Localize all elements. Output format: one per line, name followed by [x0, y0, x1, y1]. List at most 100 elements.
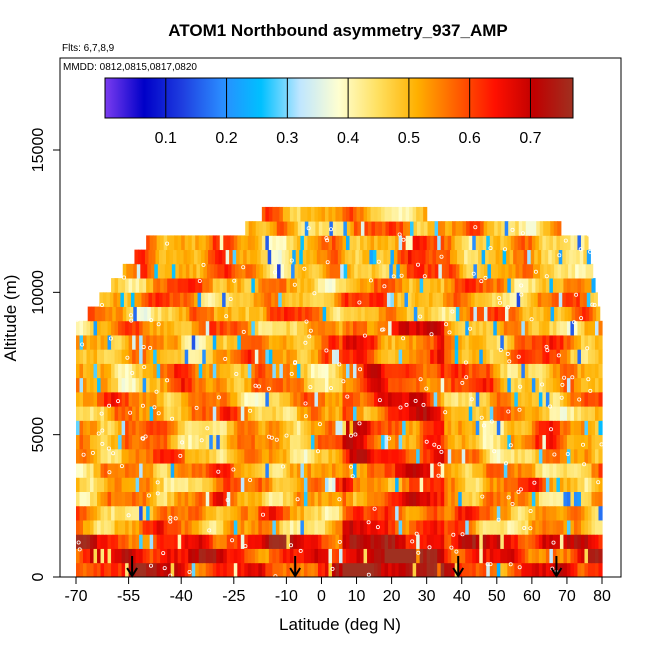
heatmap-cell	[237, 548, 242, 564]
heatmap-cell	[591, 548, 596, 564]
heatmap-cell	[232, 249, 237, 265]
heatmap-cell	[419, 377, 424, 393]
heatmap-cell	[363, 391, 368, 407]
heatmap-cell	[286, 320, 291, 336]
heatmap-cell	[156, 520, 161, 535]
heatmap-cell	[531, 278, 536, 293]
heatmap-cell	[461, 520, 466, 535]
sample-marker	[173, 516, 178, 521]
heatmap-cell	[483, 263, 489, 279]
heatmap-cell	[268, 520, 273, 535]
heatmap-cell	[272, 235, 277, 251]
heatmap-cell	[93, 335, 98, 350]
heatmap-cell	[552, 548, 558, 564]
heatmap-cell	[198, 562, 203, 577]
sample-marker	[518, 487, 523, 492]
heatmap-cell	[535, 335, 540, 350]
heatmap-cell	[580, 491, 586, 507]
heatmap-cell	[584, 335, 589, 350]
heatmap-cell	[83, 562, 88, 577]
heatmap-cell	[328, 363, 333, 379]
sample-marker	[432, 442, 437, 447]
sample-marker	[148, 563, 153, 568]
heatmap-cell	[135, 377, 140, 393]
heatmap-cell	[388, 320, 393, 336]
heatmap-cell	[135, 448, 140, 464]
heatmap-cell	[139, 320, 144, 336]
heatmap-cell	[184, 349, 189, 364]
heatmap-cell	[419, 491, 424, 507]
sample-marker	[125, 355, 130, 360]
heatmap-cell	[434, 221, 439, 236]
heatmap-cell	[475, 235, 480, 251]
heatmap-cell	[507, 448, 512, 464]
heatmap-cell	[524, 548, 529, 564]
heatmap-cell	[529, 221, 534, 236]
heatmap-cell	[97, 520, 102, 535]
sample-marker	[162, 566, 167, 571]
heatmap-cell	[282, 320, 287, 336]
heatmap-cell	[542, 391, 547, 407]
heatmap-cell	[307, 206, 312, 222]
heatmap-cell	[114, 548, 119, 564]
heatmap-cell	[339, 206, 344, 222]
heatmap-cell	[503, 278, 508, 293]
heatmap-cell	[296, 448, 302, 464]
heatmap-cell	[580, 377, 586, 393]
heatmap-cell	[475, 520, 480, 535]
heatmap-cell	[254, 548, 259, 564]
heatmap-cell	[325, 221, 330, 236]
heatmap-cell	[265, 434, 270, 450]
heatmap-cell	[458, 548, 463, 564]
heatmap-cell	[370, 235, 375, 251]
heatmap-cell	[256, 306, 261, 322]
heatmap-cell	[331, 505, 337, 521]
heatmap-cell	[309, 249, 314, 265]
heatmap-cell	[468, 406, 473, 421]
heatmap-cell	[97, 320, 102, 336]
heatmap-cell	[584, 377, 589, 393]
heatmap-cell	[315, 263, 320, 279]
heatmap	[76, 206, 603, 577]
heatmap-cell	[174, 534, 179, 549]
heatmap-cell	[324, 377, 330, 393]
heatmap-cell	[205, 491, 210, 507]
heatmap-cell	[279, 320, 284, 336]
heatmap-cell	[360, 335, 365, 350]
heatmap-cell	[577, 534, 582, 549]
heatmap-cell	[240, 448, 245, 464]
heatmap-cell	[118, 534, 123, 549]
heatmap-cell	[245, 221, 250, 236]
heatmap-cell	[258, 463, 263, 478]
heatmap-cell	[216, 448, 221, 464]
heatmap-cell	[591, 434, 596, 450]
heatmap-cell	[289, 448, 295, 464]
heatmap-cell	[258, 548, 263, 564]
sample-marker	[502, 247, 507, 252]
heatmap-cell	[299, 292, 304, 307]
flights-label: Flts: 6,7,8,9	[62, 43, 115, 54]
sample-marker	[358, 367, 363, 372]
heatmap-cell	[503, 335, 508, 350]
heatmap-cell	[226, 548, 231, 564]
heatmap-cell	[149, 548, 154, 564]
heatmap-cell	[142, 420, 147, 436]
heatmap-cell	[349, 548, 354, 564]
heatmap-cell	[170, 448, 175, 464]
sample-marker	[194, 405, 199, 410]
heatmap-cell	[423, 562, 428, 577]
heatmap-cell	[253, 249, 258, 265]
heatmap-cell	[307, 477, 312, 492]
heatmap-cell	[160, 320, 165, 336]
heatmap-cell	[381, 406, 386, 421]
heatmap-cell	[350, 306, 355, 322]
heatmap-cell	[378, 306, 383, 322]
heatmap-cell	[139, 520, 144, 535]
heatmap-cell	[461, 562, 466, 577]
heatmap-cell	[254, 491, 259, 507]
heatmap-cell	[395, 420, 400, 436]
heatmap-cell	[451, 448, 456, 464]
heatmap-cell	[198, 491, 203, 507]
heatmap-cell	[286, 391, 291, 407]
heatmap-cell	[598, 448, 603, 464]
